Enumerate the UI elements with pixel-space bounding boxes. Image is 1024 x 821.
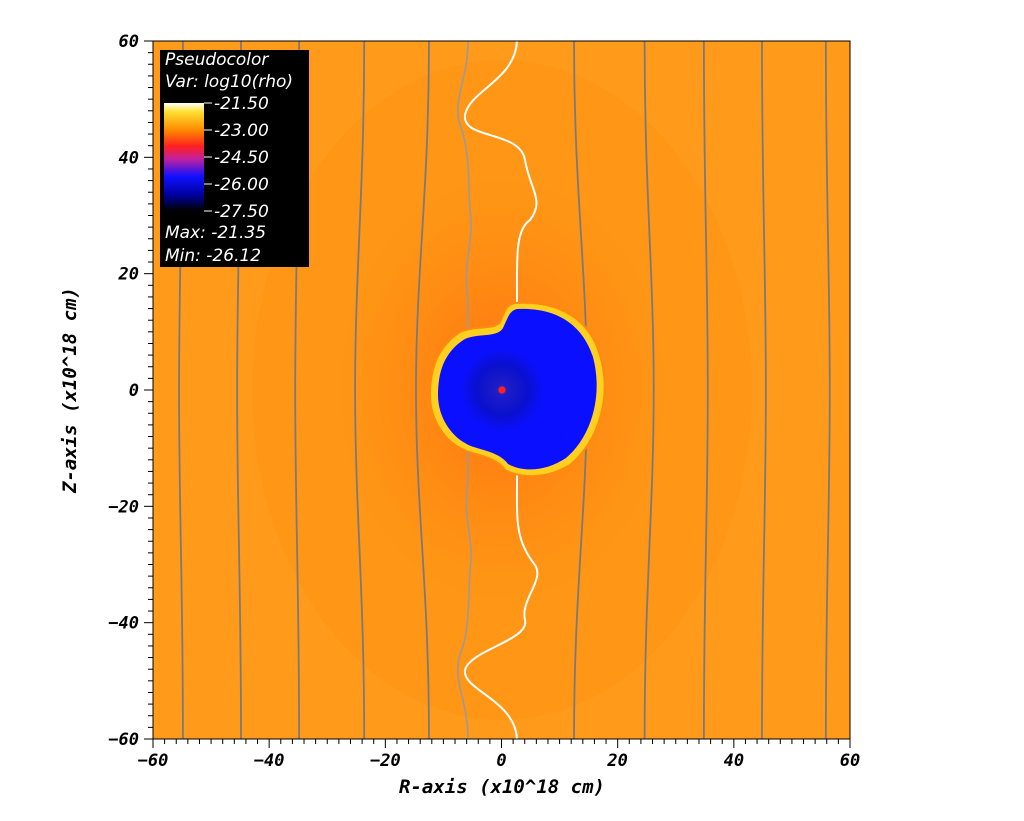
field-line <box>702 41 709 739</box>
x-axis: −60 −40 −20 0 20 40 60 <box>138 739 860 771</box>
x-tick-label: −20 <box>370 751 401 771</box>
field-line <box>761 41 767 739</box>
x-tick-label: 40 <box>724 751 744 771</box>
colorbar-tick-label: -23.00 <box>214 121 269 141</box>
colorbar-tick-label: -21.50 <box>214 94 269 114</box>
y-axis: 60 40 20 0 −20 −40 −60 <box>108 32 153 750</box>
x-tick-label: 20 <box>606 751 627 771</box>
legend-title: Pseudocolor <box>165 50 269 70</box>
y-tick-label: 40 <box>119 148 139 168</box>
legend-variable: Var: log10(rho) <box>165 72 293 92</box>
shocked-shell <box>428 301 606 478</box>
colorbar-tick-label: -26.00 <box>214 175 269 195</box>
x-axis-title: R-axis (x10^18 cm) <box>399 776 605 798</box>
colorbar-tick-label: -24.50 <box>214 148 269 168</box>
x-tick-label: −60 <box>138 751 169 771</box>
x-tick-label: 60 <box>840 751 860 771</box>
y-tick-label: 20 <box>118 265 139 285</box>
x-tick-label: −40 <box>254 751 285 771</box>
y-tick-label: 60 <box>119 32 139 52</box>
y-tick-label: −40 <box>108 614 139 634</box>
central-star <box>498 386 506 394</box>
y-tick-label: −60 <box>108 730 139 750</box>
x-tick-label: 0 <box>496 751 506 771</box>
field-line <box>354 41 366 739</box>
y-axis-title: Z-axis (x10^18 cm) <box>59 287 81 494</box>
field-line <box>643 41 655 739</box>
legend-min: Min: -26.12 <box>165 246 261 266</box>
legend: Pseudocolor Var: log10(rho) -21.50 -23.00… <box>160 50 309 267</box>
field-line <box>824 41 831 739</box>
y-tick-label: 0 <box>129 381 139 401</box>
plot-area <box>153 41 850 739</box>
colorbar-ticks: -21.50 -23.00 -24.50 -26.00 -27.50 <box>204 94 269 222</box>
y-tick-label: −20 <box>108 497 139 517</box>
colorbar-tick-label: -27.50 <box>214 202 269 222</box>
colorbar <box>164 103 204 211</box>
legend-max: Max: -21.35 <box>165 223 266 243</box>
field-line <box>415 41 430 739</box>
